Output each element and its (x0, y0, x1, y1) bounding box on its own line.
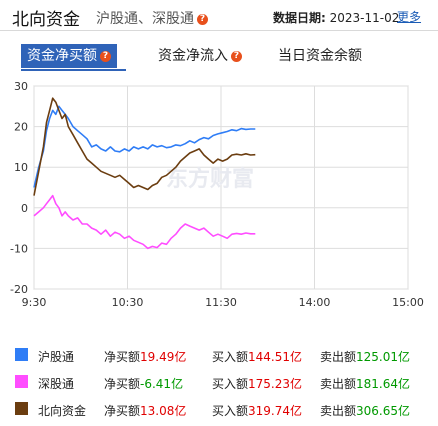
net-label: 净买额 (104, 350, 141, 364)
x-axis: 9:30 10:30 11:30 14:00 15:00 (22, 296, 424, 309)
legend-row-north: 北向资金 净买额13.08亿 买入额319.74亿 卖出额306.65亿 (0, 399, 438, 419)
tab-underline (21, 69, 126, 71)
legend-name: 沪股通 (38, 350, 75, 364)
legend-buy: 买入额319.74亿 (212, 402, 302, 419)
legend-net: 净买额-6.41亿 (104, 375, 183, 392)
tab-daily-balance[interactable]: 当日资金余额 (278, 48, 362, 64)
tab-bar: 资金净买额? 资金净流入? 当日资金余额 (0, 44, 438, 68)
chart-grid (33, 85, 409, 290)
y-tick-label: -10 (10, 242, 28, 255)
legend-name: 北向资金 (38, 404, 87, 418)
sell-label: 卖出额 (320, 377, 357, 391)
y-tick-label: 20 (14, 121, 28, 134)
tab-net-inflow[interactable]: 资金净流入? (158, 44, 242, 68)
header: 北向资金 沪股通、深股通? 数据日期: 2023-11-02 更多 (0, 0, 438, 31)
x-tick-label: 9:30 (22, 296, 47, 309)
tab-net-buy-help-icon[interactable]: ? (100, 50, 111, 62)
y-axis: 30 20 10 0 -10 -20 (10, 80, 28, 296)
legend-swatch-sz (15, 375, 28, 388)
series-line-0 (33, 105, 256, 188)
sell-value: 306.65亿 (356, 404, 411, 418)
series-line-2 (33, 97, 256, 196)
net-value: -6.41亿 (140, 377, 184, 391)
y-tick-label: 30 (14, 80, 28, 93)
legend-name: 深股通 (38, 377, 75, 391)
y-tick-label: 10 (14, 161, 28, 174)
tab-net-inflow-label: 资金净流入 (158, 48, 228, 64)
net-label: 净买额 (104, 404, 141, 418)
buy-value: 319.74亿 (248, 404, 303, 418)
legend-buy: 买入额144.51亿 (212, 348, 302, 365)
chart: 东方财富 30 20 10 0 -10 -20 9:30 10:30 11:30 14:00 15… (10, 80, 424, 309)
net-value: 13.08亿 (140, 404, 187, 418)
sell-label: 卖出额 (320, 350, 357, 364)
data-date: 数据日期: 2023-11-02 (273, 9, 399, 26)
sell-label: 卖出额 (320, 404, 357, 418)
date-label: 数据日期: (273, 11, 326, 25)
y-tick-label: -20 (10, 283, 28, 296)
x-tick-label: 11:30 (205, 296, 237, 309)
legend-swatch-north (15, 402, 28, 415)
x-tick-label: 15:00 (392, 296, 424, 309)
legend-sell: 卖出额125.01亿 (320, 348, 410, 365)
date-value: 2023-11-02 (329, 11, 400, 25)
buy-label: 买入额 (212, 350, 249, 364)
legend-sell: 卖出额306.65亿 (320, 402, 410, 419)
chart-watermark: 东方财富 (166, 166, 254, 192)
buy-value: 144.51亿 (248, 350, 303, 364)
net-label: 净买额 (104, 377, 141, 391)
series-line-1 (33, 194, 256, 250)
sell-value: 125.01亿 (356, 350, 411, 364)
chart-series (33, 97, 256, 250)
y-tick-label: 0 (21, 202, 28, 215)
tab-net-buy[interactable]: 资金净买额? (21, 44, 117, 68)
buy-value: 175.23亿 (248, 377, 303, 391)
net-value: 19.49亿 (140, 350, 187, 364)
tab-net-buy-label: 资金净买额 (27, 48, 97, 64)
legend-row-sz: 深股通 净买额-6.41亿 买入额175.23亿 卖出额181.64亿 (0, 372, 438, 392)
legend-row-sh: 沪股通 净买额19.49亿 买入额144.51亿 卖出额125.01亿 (0, 345, 438, 365)
page-title: 北向资金 (12, 10, 80, 30)
sell-value: 181.64亿 (356, 377, 411, 391)
buy-label: 买入额 (212, 404, 249, 418)
more-link[interactable]: 更多 (397, 10, 422, 24)
legend-swatch-sh (15, 348, 28, 361)
buy-label: 买入额 (212, 377, 249, 391)
subtitle-text: 沪股通、深股通 (96, 11, 194, 27)
legend-net: 净买额19.49亿 (104, 348, 186, 365)
page-subtitle: 沪股通、深股通? (96, 8, 208, 28)
legend-sell: 卖出额181.64亿 (320, 375, 410, 392)
x-tick-label: 14:00 (299, 296, 331, 309)
help-icon[interactable]: ? (197, 13, 208, 25)
legend-buy: 买入额175.23亿 (212, 375, 302, 392)
legend-net: 净买额13.08亿 (104, 402, 186, 419)
tab-net-inflow-help-icon[interactable]: ? (231, 50, 242, 62)
x-tick-label: 10:30 (112, 296, 144, 309)
